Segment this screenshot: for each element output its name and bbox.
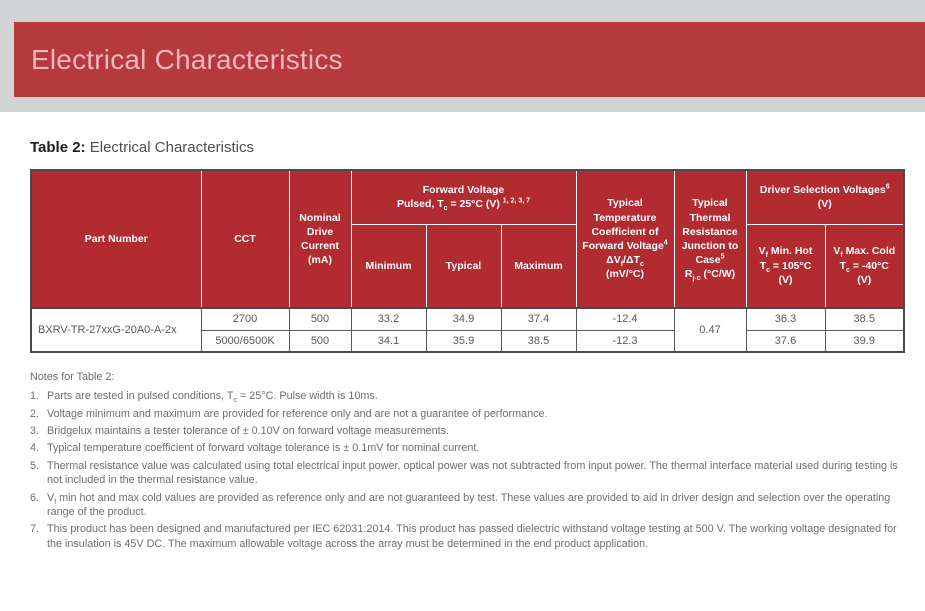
note-text: Parts are tested in pulsed conditions, T… xyxy=(47,390,378,405)
vf-typ-cell: 35.9 xyxy=(425,329,502,353)
col-header-vf-min-hot: Vf Min. Hot Tc = 105°C (V) xyxy=(745,223,826,309)
vf-max-cell: 37.4 xyxy=(500,307,577,331)
note-number: 6. xyxy=(30,491,40,504)
note-text: Voltage minimum and maximum are provided… xyxy=(47,407,548,420)
part-number-cell: BXRV-TR-27xxG-20A0-A-2x xyxy=(30,307,202,353)
note-number: 3. xyxy=(30,425,40,438)
title-banner: Electrical Characteristics xyxy=(14,22,925,97)
page-content: Table 2: Electrical Characteristics Part… xyxy=(0,112,925,551)
vf-max-cold-cell: 38.5 xyxy=(824,307,905,331)
vf-min-hot-cell: 37.6 xyxy=(745,329,826,353)
note-item: 6. Vf min hot and max cold values are pr… xyxy=(30,491,903,520)
note-text: This product has been designed and manuf… xyxy=(47,523,897,550)
col-header-minimum: Minimum xyxy=(350,223,427,309)
col-header-part-number: Part Number xyxy=(30,169,202,309)
cct-cell: 2700 xyxy=(200,307,290,331)
vf-typ-cell: 34.9 xyxy=(425,307,502,331)
note-text: Vf min hot and max cold values are provi… xyxy=(47,491,891,518)
note-number: 1. xyxy=(30,390,40,403)
vf-max-cell: 38.5 xyxy=(500,329,577,353)
temp-coeff-cell: -12.3 xyxy=(575,329,675,353)
col-header-maximum: Maximum xyxy=(500,223,577,309)
vf-min-cell: 34.1 xyxy=(350,329,427,353)
electrical-characteristics-table: Part Number CCT Nominal Drive Current (m… xyxy=(30,169,906,353)
note-item: 1. Parts are tested in pulsed conditions… xyxy=(30,389,903,405)
table-caption-label: Table 2: xyxy=(30,139,86,156)
notes-section: Notes for Table 2: 1. Parts are tested i… xyxy=(30,370,903,551)
note-number: 7. xyxy=(30,523,40,536)
vf-min-cell: 33.2 xyxy=(350,307,427,331)
notes-title: Notes for Table 2: xyxy=(30,371,115,383)
col-header-temp-coefficient: Typical Temperature Coefficient of Forwa… xyxy=(575,169,675,309)
note-item: 4. Typical temperature coefficient of fo… xyxy=(30,441,903,455)
vf-min-hot-cell: 36.3 xyxy=(745,307,826,331)
note-text: Typical temperature coefficient of forwa… xyxy=(47,442,480,455)
note-number: 5. xyxy=(30,459,40,472)
col-header-vf-max-cold: Vf Max. Cold Tc = -40°C (V) xyxy=(824,223,905,309)
vf-max-cold-cell: 39.9 xyxy=(824,329,905,353)
table-caption-text: Electrical Characteristics xyxy=(85,139,254,156)
col-header-typical: Typical xyxy=(425,223,502,309)
table-row: BXRV-TR-27xxG-20A0-A-2x 2700 500 33.2 34… xyxy=(30,307,905,353)
col-header-drive-current: Nominal Drive Current (mA) xyxy=(288,169,352,309)
drive-current-cell: 500 xyxy=(288,307,352,331)
table-row: 5000/6500K 500 34.1 35.9 38.5 -12.3 37.6… xyxy=(31,329,905,353)
note-item: 3. Bridgelux maintains a tester toleranc… xyxy=(30,424,903,438)
note-number: 2. xyxy=(30,407,40,420)
note-item: 7. This product has been designed and ma… xyxy=(30,522,903,551)
col-header-cct: CCT xyxy=(200,169,290,309)
thermal-resistance-cell: 0.47 xyxy=(673,307,747,353)
page-title: Electrical Characteristics xyxy=(31,43,343,75)
notes-list: 1. Parts are tested in pulsed conditions… xyxy=(30,389,903,551)
drive-current-cell: 500 xyxy=(288,329,352,353)
note-number: 4. xyxy=(30,442,40,455)
page-header-band: Electrical Characteristics xyxy=(0,0,925,112)
cct-cell: 5000/6500K xyxy=(200,329,290,353)
note-item: 2. Voltage minimum and maximum are provi… xyxy=(30,407,903,421)
note-text: Thermal resistance value was calculated … xyxy=(47,459,898,487)
temp-coeff-cell: -12.4 xyxy=(575,307,675,331)
col-header-driver-selection-group: Driver Selection Voltages6 (V) xyxy=(745,169,905,225)
note-text: Bridgelux maintains a tester tolerance o… xyxy=(47,425,450,438)
note-item: 5. Thermal resistance value was calculat… xyxy=(30,459,903,488)
col-header-forward-voltage-group: Forward Voltage Pulsed, Tc = 25°C (V) 1, … xyxy=(350,169,577,225)
table-caption: Table 2: Electrical Characteristics xyxy=(30,139,903,156)
col-header-thermal-resistance: Typical Thermal Resistance Junction to C… xyxy=(673,169,747,309)
